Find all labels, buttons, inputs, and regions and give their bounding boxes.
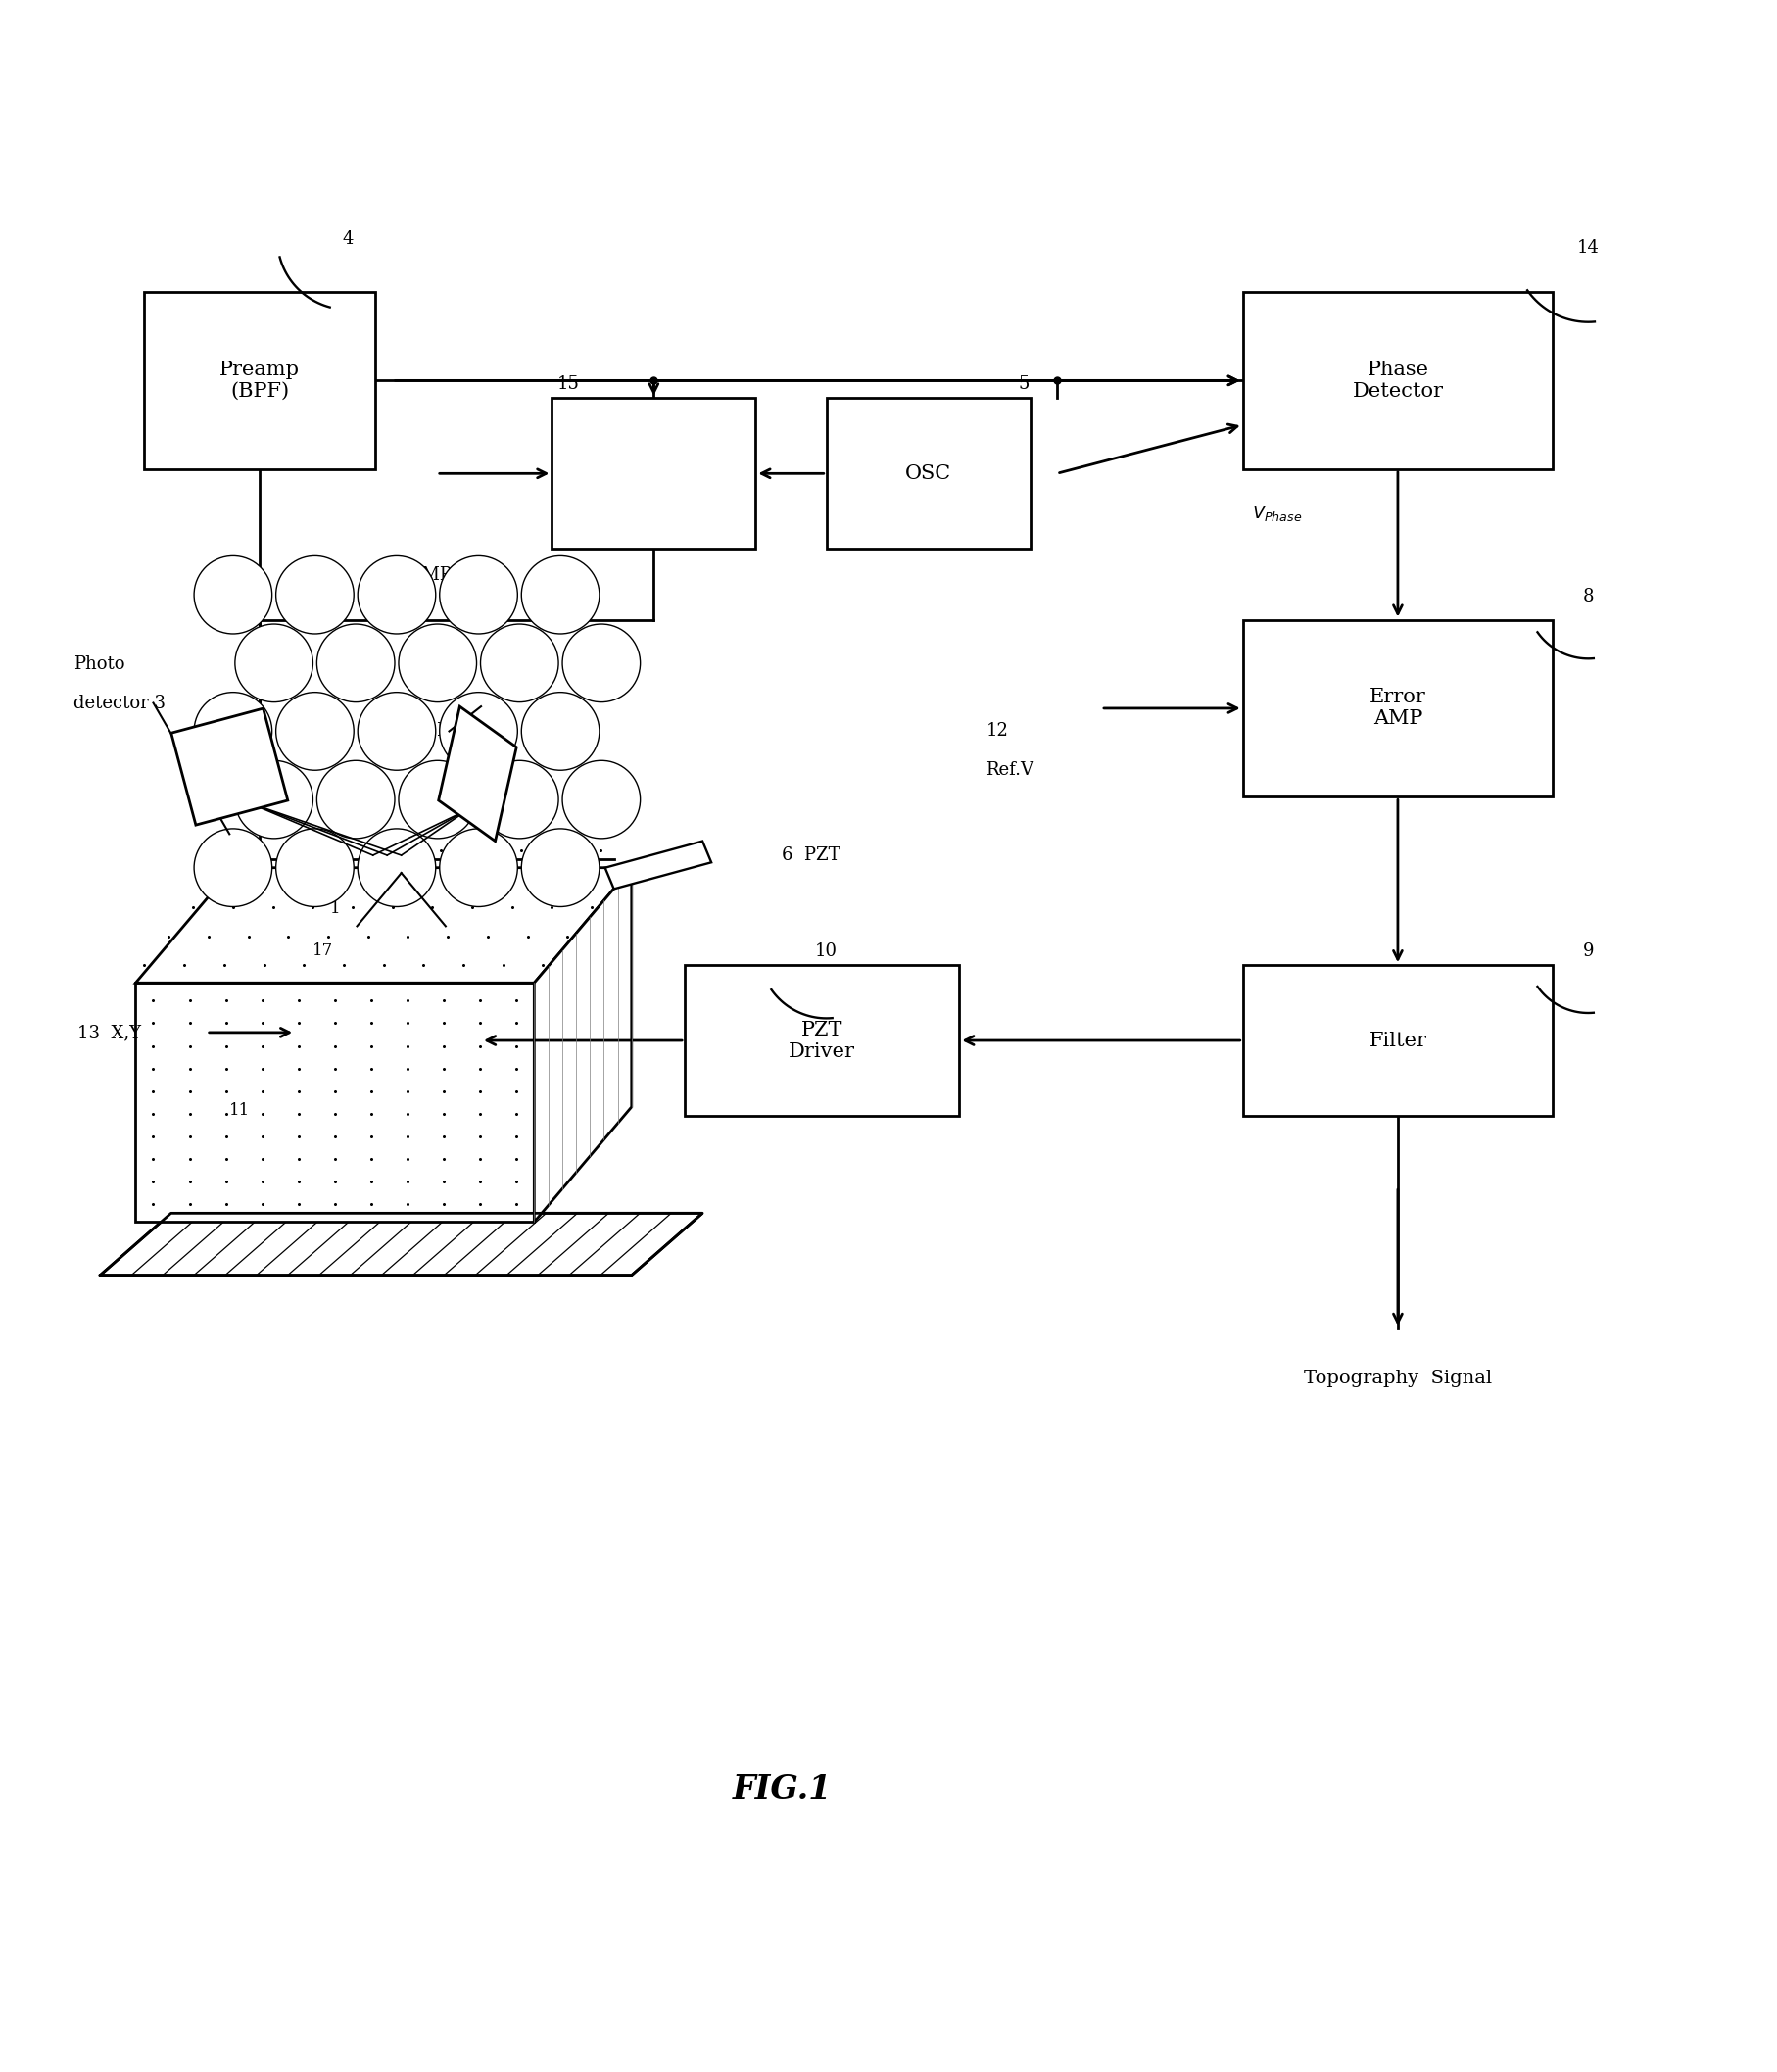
Text: 14: 14	[1576, 238, 1599, 257]
Text: 4: 4	[343, 230, 354, 247]
Text: Topography  Signal: Topography Signal	[1304, 1370, 1493, 1386]
Circle shape	[194, 555, 272, 634]
Circle shape	[235, 624, 313, 702]
Text: Filter: Filter	[1368, 1032, 1427, 1051]
Bar	[553, 398, 755, 549]
Text: Ref.V: Ref.V	[986, 760, 1034, 779]
Bar	[1242, 966, 1553, 1115]
Polygon shape	[604, 841, 711, 889]
Circle shape	[562, 760, 640, 839]
Text: detector 3: detector 3	[73, 694, 165, 713]
Circle shape	[439, 829, 517, 908]
Circle shape	[194, 692, 272, 771]
Circle shape	[357, 829, 435, 908]
Text: 6  PZT: 6 PZT	[782, 847, 841, 864]
Polygon shape	[100, 1214, 702, 1274]
Circle shape	[275, 829, 354, 908]
Text: 13  X,Y: 13 X,Y	[76, 1024, 140, 1042]
Circle shape	[235, 760, 313, 839]
Circle shape	[521, 692, 599, 771]
Circle shape	[480, 624, 558, 702]
Circle shape	[439, 555, 517, 634]
Text: 5: 5	[1018, 375, 1029, 394]
Circle shape	[521, 555, 599, 634]
Text: 8: 8	[1583, 588, 1594, 605]
Text: FIG.1: FIG.1	[732, 1774, 832, 1805]
Polygon shape	[135, 982, 535, 1222]
Circle shape	[316, 624, 394, 702]
Bar	[826, 398, 1031, 549]
Circle shape	[275, 555, 354, 634]
Polygon shape	[439, 707, 517, 841]
Polygon shape	[135, 868, 631, 982]
Circle shape	[439, 692, 517, 771]
Circle shape	[316, 760, 394, 839]
Text: $V_{Phase}$: $V_{Phase}$	[1251, 503, 1303, 522]
Circle shape	[357, 555, 435, 634]
Circle shape	[480, 760, 558, 839]
Bar	[1242, 620, 1553, 798]
Text: PZT
Driver: PZT Driver	[789, 1019, 855, 1061]
Text: 9: 9	[1583, 943, 1594, 959]
Circle shape	[275, 692, 354, 771]
Text: LD  2: LD 2	[437, 723, 485, 740]
Circle shape	[357, 692, 435, 771]
Text: Photo: Photo	[73, 655, 124, 673]
Text: 12: 12	[986, 723, 1008, 740]
Circle shape	[521, 829, 599, 908]
Text: OSC: OSC	[904, 464, 951, 483]
Bar	[684, 966, 960, 1115]
Text: 17: 17	[313, 943, 334, 959]
Text: Phase
Detector: Phase Detector	[1352, 361, 1443, 400]
Bar	[144, 292, 375, 468]
Circle shape	[562, 624, 640, 702]
Bar	[1242, 292, 1553, 468]
Text: Preamp
(BPF): Preamp (BPF)	[219, 361, 300, 400]
Text: 11: 11	[229, 1102, 251, 1119]
Polygon shape	[535, 868, 631, 1222]
Polygon shape	[171, 709, 288, 825]
Text: 16  AMP.: 16 AMP.	[375, 566, 453, 584]
Text: Ref.: Ref.	[375, 605, 410, 624]
Text: 10: 10	[816, 943, 837, 959]
Circle shape	[398, 624, 476, 702]
Circle shape	[398, 760, 476, 839]
Circle shape	[194, 829, 272, 908]
Text: 15: 15	[558, 375, 579, 394]
Text: Error
AMP: Error AMP	[1370, 688, 1427, 729]
Text: 1: 1	[331, 899, 341, 916]
